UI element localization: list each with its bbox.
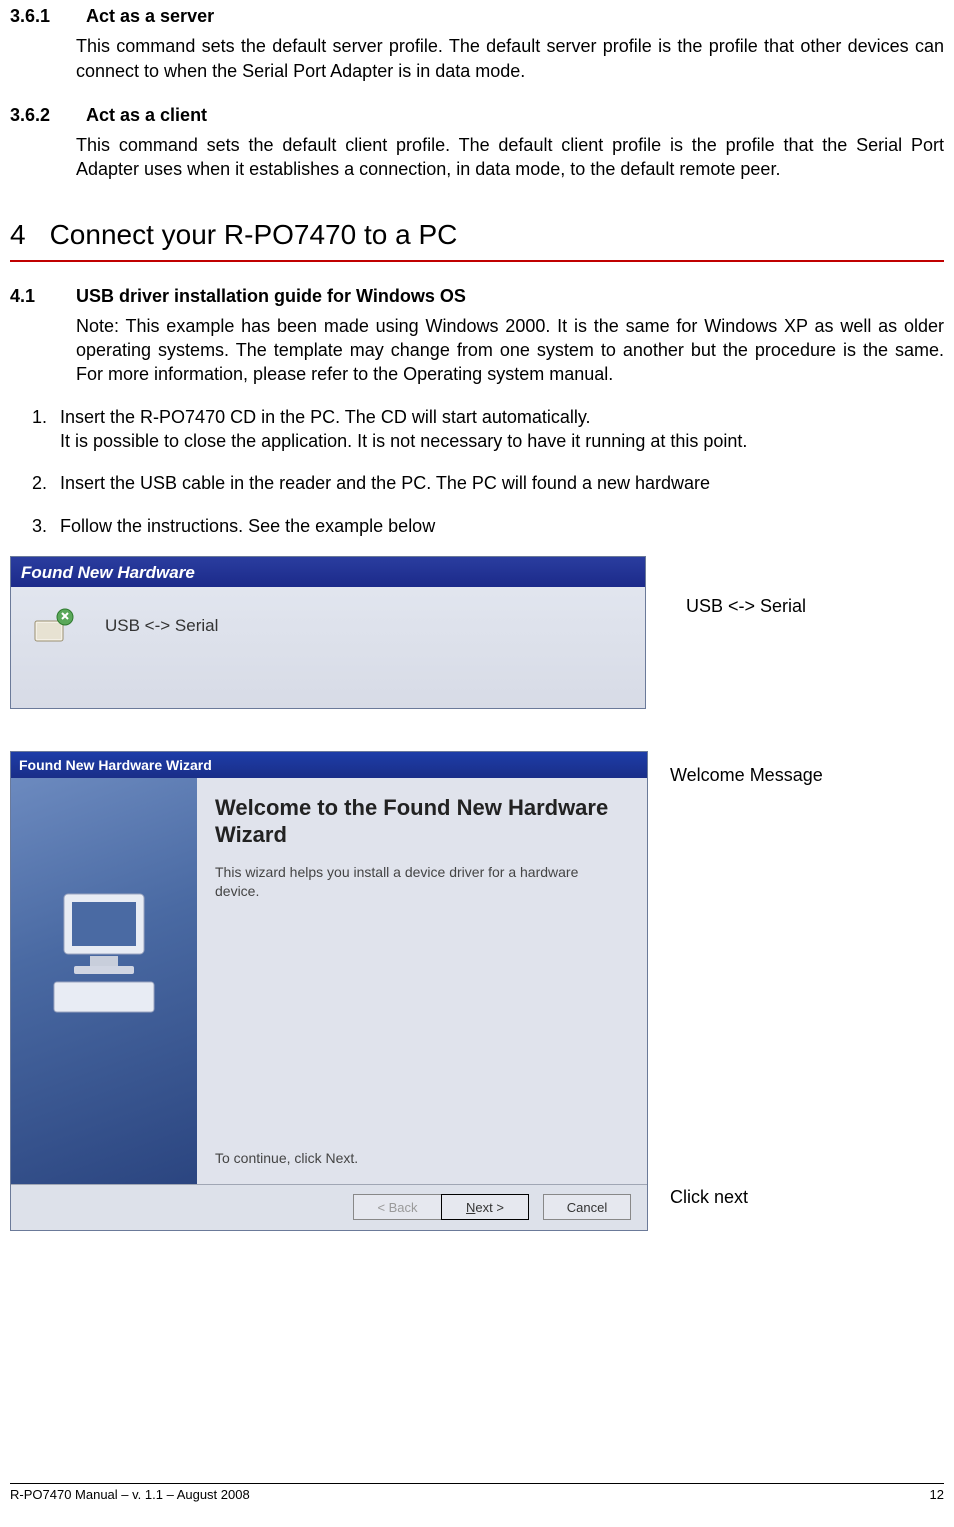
heading-3-6-1: 3.6.1 Act as a server — [10, 4, 944, 28]
wizard-paragraph: This wizard helps you install a device d… — [215, 863, 625, 901]
back-button[interactable]: < Back — [353, 1194, 441, 1220]
body-3-6-2: This command sets the default client pro… — [76, 133, 944, 182]
next-button[interactable]: Next > — [441, 1194, 529, 1220]
heading-title: Act as a client — [86, 103, 207, 127]
wizard-side-graphic — [11, 778, 197, 1184]
annotation-click-next: Click next — [670, 1185, 823, 1209]
heading-title: USB driver installation guide for Window… — [76, 284, 466, 308]
chapter-rule — [10, 260, 944, 262]
heading-4-1: 4.1 USB driver installation guide for Wi… — [10, 284, 944, 308]
chapter-num: 4 — [10, 216, 26, 254]
chapter-heading: 4 Connect your R-PO7470 to a PC — [10, 216, 944, 258]
hardware-icon — [31, 605, 75, 649]
heading-title: Act as a server — [86, 4, 214, 28]
next-accel: N — [466, 1200, 475, 1215]
wizard-button-row: < Back Next > Cancel — [11, 1184, 647, 1230]
heading-3-6-2: 3.6.2 Act as a client — [10, 103, 944, 127]
dialog-titlebar: Found New Hardware Wizard — [11, 752, 647, 778]
annotation-welcome: Welcome Message — [670, 763, 823, 787]
chapter-title: Connect your R-PO7470 to a PC — [50, 216, 458, 254]
computer-icon — [44, 874, 164, 1034]
annotation-usb-serial: USB <-> Serial — [686, 556, 806, 618]
heading-num: 4.1 — [10, 284, 46, 308]
found-hardware-popup: Found New Hardware USB <-> Serial — [10, 556, 646, 709]
footer-left: R-PO7470 Manual – v. 1.1 – August 2008 — [10, 1486, 250, 1504]
page-footer: R-PO7470 Manual – v. 1.1 – August 2008 1… — [10, 1483, 944, 1504]
step-line: Insert the USB cable in the reader and t… — [60, 473, 710, 493]
hardware-wizard-dialog: Found New Hardware Wizard Welcome to the… — [10, 751, 648, 1231]
step-2: Insert the USB cable in the reader and t… — [52, 471, 944, 495]
step-3: Follow the instructions. See the example… — [52, 514, 944, 538]
body-3-6-1: This command sets the default server pro… — [76, 34, 944, 83]
popup-titlebar: Found New Hardware — [11, 557, 645, 587]
popup-device-label: USB <-> Serial — [105, 615, 218, 638]
step-1: Insert the R-PO7470 CD in the PC. The CD… — [52, 405, 944, 454]
wizard-heading: Welcome to the Found New Hardware Wizard — [215, 794, 625, 849]
cancel-button[interactable]: Cancel — [543, 1194, 631, 1220]
heading-num: 3.6.1 — [10, 4, 58, 28]
note-4-1: Note: This example has been made using W… — [76, 314, 944, 387]
heading-num: 3.6.2 — [10, 103, 58, 127]
step-line: Follow the instructions. See the example… — [60, 516, 435, 536]
footer-page-number: 12 — [930, 1486, 944, 1504]
wizard-continue-text: To continue, click Next. — [215, 1149, 625, 1168]
step-line: It is possible to close the application.… — [60, 431, 747, 451]
steps-list: Insert the R-PO7470 CD in the PC. The CD… — [52, 405, 944, 538]
step-line: Insert the R-PO7470 CD in the PC. The CD… — [60, 407, 591, 427]
